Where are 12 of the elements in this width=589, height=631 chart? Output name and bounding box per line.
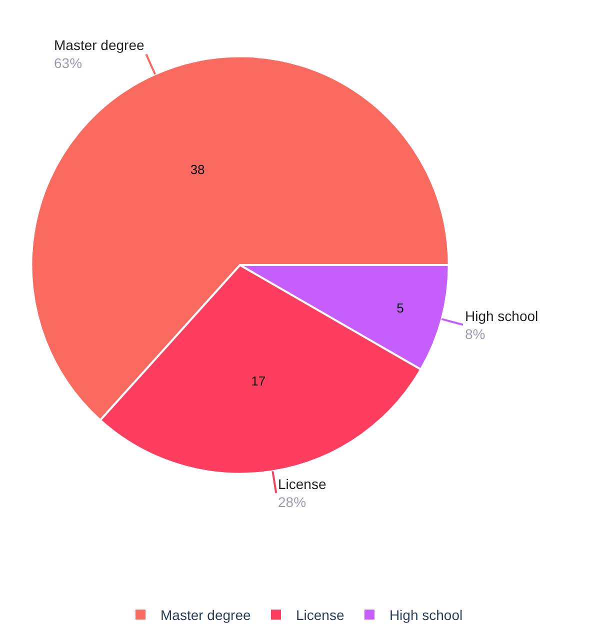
slice-label: High school <box>465 308 538 324</box>
data-label: 5 <box>396 300 404 316</box>
text: 28% <box>278 494 306 510</box>
slice-label: License <box>278 476 326 492</box>
legend-label: High school <box>389 607 463 624</box>
text: 63% <box>54 55 82 72</box>
legend-label: Master degree <box>160 607 251 624</box>
text: 8% <box>465 326 486 342</box>
slice-label: Master degree <box>54 37 144 53</box>
data-label: 17 <box>251 374 266 389</box>
data-label: 38 <box>190 162 205 178</box>
legend-label: License <box>296 607 344 624</box>
